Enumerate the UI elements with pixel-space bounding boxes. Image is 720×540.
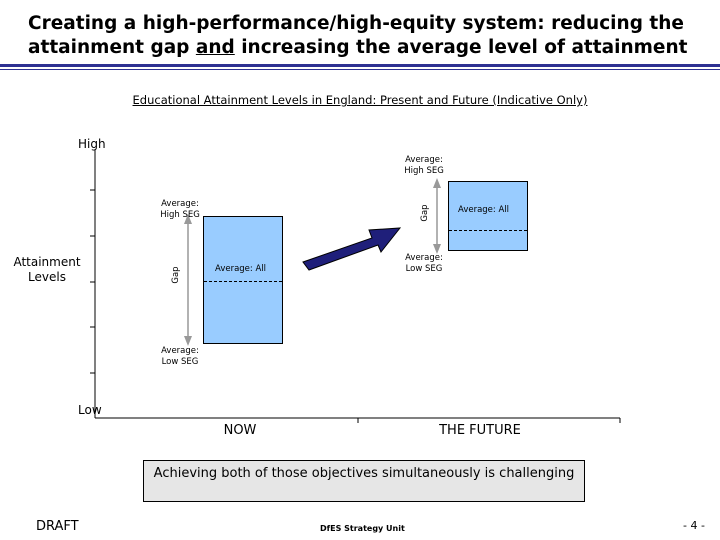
now-low-seg-line-1: Average: (161, 346, 199, 356)
title-line-2-post: increasing the average level of attainme… (234, 37, 688, 58)
now-high-seg-label: Average: High SEG (152, 199, 208, 221)
now-gap-label: Gap (171, 266, 181, 284)
now-average-all-label: Average: All (215, 264, 267, 274)
future-gap-arrow-head-up (433, 178, 441, 188)
future-low-seg-line-2: Low SEG (405, 264, 443, 274)
now-high-seg-line-2: High SEG (160, 210, 200, 220)
now-gap-arrow-head-up (184, 214, 192, 224)
progress-arrow (302, 227, 402, 271)
future-bar (448, 181, 528, 251)
y-axis-title-line-1: Attainment (13, 255, 81, 269)
y-axis-title-line-2: Levels (28, 270, 66, 284)
y-axis-low-label: Low (78, 403, 102, 417)
now-high-seg-line-1: Average: (161, 199, 199, 209)
future-gap-label: Gap (420, 204, 430, 222)
future-high-seg-label: Average: High SEG (396, 155, 452, 177)
future-gap-arrow-head-down (433, 244, 441, 254)
title-line-2: attainment gap and increasing the averag… (28, 36, 708, 60)
title-rule-thin (0, 69, 720, 70)
page-title: Creating a high-performance/high-equity … (28, 12, 708, 60)
y-axis-title: Attainment Levels (8, 255, 86, 285)
title-line-2-pre: attainment gap (28, 37, 196, 58)
now-low-seg-label: Average: Low SEG (152, 346, 208, 368)
future-low-seg-line-1: Average: (405, 253, 443, 263)
title-line-2-underlined: and (195, 37, 235, 58)
future-average-all-label: Average: All (458, 205, 510, 215)
page-number: - 4 - (683, 519, 705, 532)
category-future: THE FUTURE (439, 423, 521, 438)
category-now: NOW (223, 423, 257, 438)
unit-label: DfES Strategy Unit (320, 524, 405, 533)
now-bar (203, 216, 283, 344)
draft-label: DRAFT (36, 519, 79, 534)
title-rule-thick (0, 64, 720, 67)
future-high-seg-line-2: High SEG (404, 166, 444, 176)
future-average-all-line (449, 230, 527, 231)
future-high-seg-line-1: Average: (405, 155, 443, 165)
now-average-all-line (204, 281, 282, 282)
callout-box: Achieving both of those objectives simul… (143, 460, 585, 502)
now-low-seg-line-2: Low SEG (161, 357, 199, 367)
diagram-subtitle: Educational Attainment Levels in England… (132, 93, 588, 107)
future-low-seg-label: Average: Low SEG (396, 253, 452, 275)
y-axis-high-label: High (78, 137, 106, 151)
title-line-1: Creating a high-performance/high-equity … (28, 13, 684, 34)
now-gap-arrow-head-down (184, 336, 192, 346)
